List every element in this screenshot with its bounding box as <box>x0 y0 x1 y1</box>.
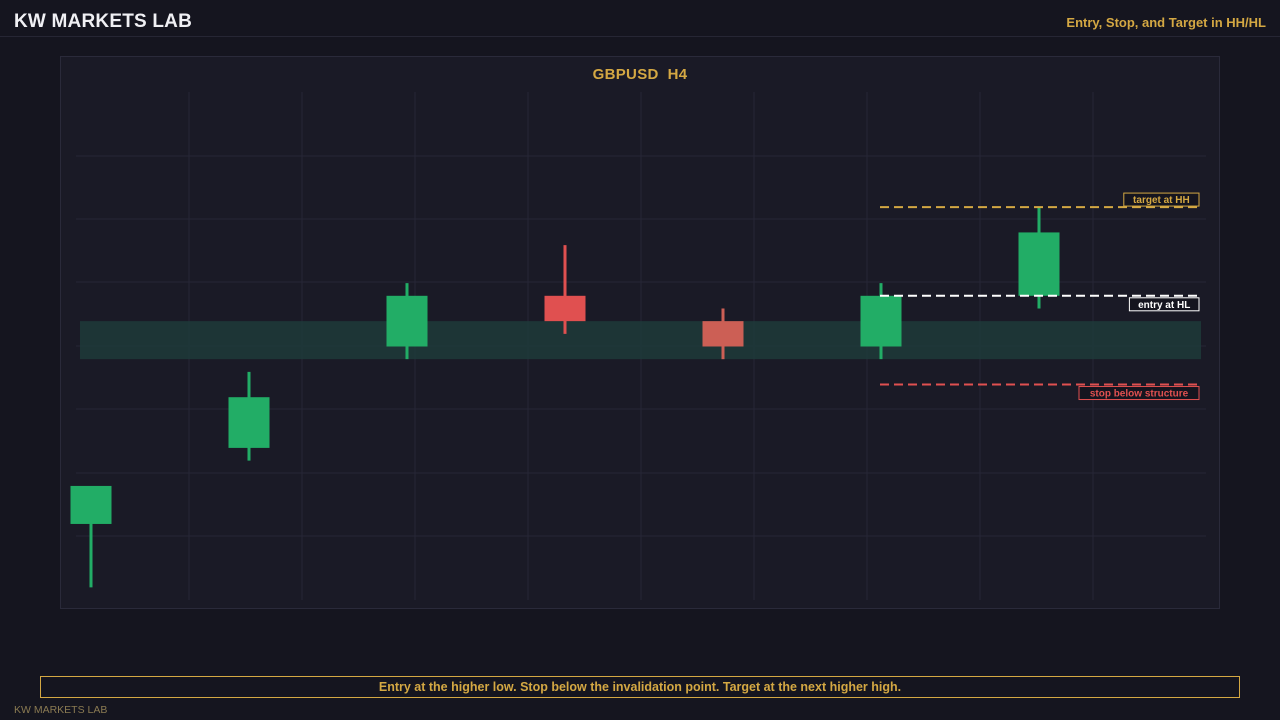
candle-body <box>860 295 902 347</box>
chart-title: GBPUSD H4 <box>592 66 688 83</box>
candle <box>1018 207 1060 309</box>
candle-body <box>544 295 586 322</box>
candlestick-chart: target at HH entry at HL stop below struct… <box>70 92 1206 600</box>
header-subtitle: Entry, Stop, and Target in HH/HL <box>1066 15 1266 30</box>
level-label-box <box>1078 386 1200 401</box>
level-label: target at HH <box>1123 192 1200 207</box>
level-label: entry at HL <box>1128 297 1200 312</box>
candle <box>386 283 428 360</box>
candle <box>860 283 902 360</box>
candle-body <box>702 321 744 347</box>
candles <box>70 207 1060 588</box>
level-label-text: entry at HL <box>1138 300 1190 311</box>
top-bar: KW MARKETS LAB Entry, Stop, and Target i… <box>0 0 1280 37</box>
candle <box>228 371 270 461</box>
candle <box>702 308 744 360</box>
candle-body <box>1018 232 1060 296</box>
level-label: stop below structure <box>1078 386 1200 401</box>
brand-title: KW MARKETS LAB <box>14 11 193 32</box>
caption-box: Entry at the higher low. Stop below the … <box>40 676 1240 698</box>
chart-panel: target at HH entry at HL stop below struct… <box>60 56 1220 609</box>
footer-brand: KW MARKETS LAB <box>14 704 108 716</box>
candle-body <box>228 397 270 448</box>
trade-levels: target at HH entry at HL stop below struct… <box>880 192 1200 401</box>
level-label-text: stop below structure <box>1090 389 1189 400</box>
candle <box>70 485 112 588</box>
candle-body <box>386 295 428 347</box>
level-label-text: target at HH <box>1133 195 1190 206</box>
candle-body <box>70 485 112 524</box>
level-label-box <box>1128 297 1200 312</box>
support-zone <box>80 321 1201 360</box>
candle <box>544 245 586 334</box>
level-label-box <box>1123 192 1200 207</box>
